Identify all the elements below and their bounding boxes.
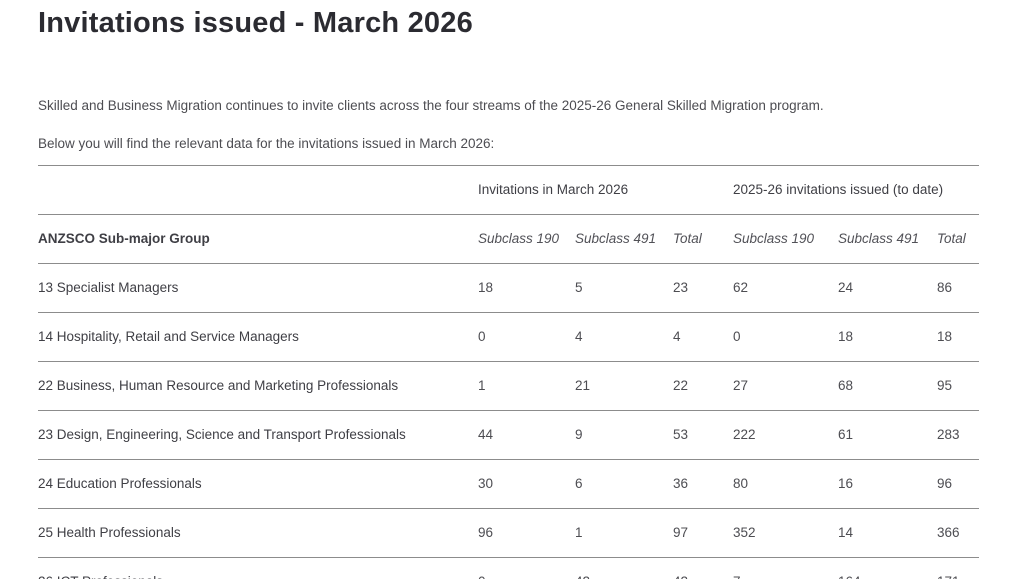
- table-row: 24 Education Professionals 30 6 36 80 16…: [38, 460, 980, 509]
- cell-value: 30: [478, 476, 494, 491]
- cell-value: 80: [733, 476, 749, 491]
- cell-value: 95: [937, 378, 953, 393]
- table-row: 22 Business, Human Resource and Marketin…: [38, 362, 980, 411]
- cell-value: 21: [575, 378, 591, 393]
- cell-value: 16: [838, 476, 854, 491]
- cell-value: 18: [838, 329, 854, 344]
- group-header-march: Invitations in March 2026: [478, 182, 629, 197]
- cell-value: 0: [733, 329, 741, 344]
- cell-value: 61: [838, 427, 854, 442]
- column-header-total-march: Total: [673, 231, 702, 246]
- cell-value: 62: [733, 280, 749, 295]
- cell-value: 5: [575, 280, 583, 295]
- intro-paragraph-2: Below you will find the relevant data fo…: [38, 136, 495, 151]
- column-header-anzsco-group: ANZSCO Sub-major Group: [38, 231, 210, 246]
- cell-value: 6: [575, 476, 583, 491]
- row-label: 13 Specialist Managers: [38, 280, 179, 295]
- cell-value: 96: [478, 525, 494, 540]
- cell-value: 1: [478, 378, 486, 393]
- column-header-subclass-190-to-date: Subclass 190: [733, 231, 815, 246]
- cell-value: 222: [733, 427, 756, 442]
- cell-value: 22: [673, 378, 689, 393]
- column-header-subclass-190-march: Subclass 190: [478, 231, 560, 246]
- table-row: 14 Hospitality, Retail and Service Manag…: [38, 313, 980, 362]
- table-row: 25 Health Professionals 96 1 97 352 14 3…: [38, 509, 980, 558]
- cell-value: 42: [575, 558, 673, 579]
- invitations-table: Invitations in March 2026 2025-26 invita…: [38, 165, 980, 579]
- cell-value: 0: [478, 558, 575, 579]
- cell-value: 42: [673, 558, 733, 579]
- cell-value: 14: [838, 525, 854, 540]
- cell-value: 68: [838, 378, 854, 393]
- cell-value: 352: [733, 525, 756, 540]
- table-column-header-row: ANZSCO Sub-major Group Subclass 190 Subc…: [38, 215, 980, 264]
- row-label: 24 Education Professionals: [38, 476, 202, 491]
- row-label: 25 Health Professionals: [38, 525, 181, 540]
- cell-value: 9: [575, 427, 583, 442]
- cell-value: 4: [575, 329, 583, 344]
- cell-value: 96: [937, 476, 953, 491]
- cell-value: 24: [838, 280, 854, 295]
- group-header-to-date: 2025-26 invitations issued (to date): [733, 182, 944, 197]
- cell-value: 4: [673, 329, 681, 344]
- cell-value: 171: [937, 558, 979, 579]
- cell-value: 53: [673, 427, 689, 442]
- table-row: 23 Design, Engineering, Science and Tran…: [38, 411, 980, 460]
- cell-value: 44: [478, 427, 494, 442]
- row-label: 26 ICT Professionals: [38, 558, 478, 579]
- cell-value: 18: [937, 329, 953, 344]
- column-header-subclass-491-march: Subclass 491: [575, 231, 657, 246]
- row-label: 14 Hospitality, Retail and Service Manag…: [38, 329, 299, 344]
- intro-paragraph-1: Skilled and Business Migration continues…: [38, 98, 824, 113]
- column-header-total-to-date: Total: [937, 231, 966, 246]
- row-label: 22 Business, Human Resource and Marketin…: [38, 378, 399, 393]
- page-title: Invitations issued - March 2026: [38, 7, 473, 39]
- cell-value: 23: [673, 280, 689, 295]
- cell-value: 27: [733, 378, 749, 393]
- cell-value: 7: [733, 558, 838, 579]
- row-label: 23 Design, Engineering, Science and Tran…: [38, 427, 406, 442]
- cell-value: 0: [478, 329, 486, 344]
- table-group-header-row: Invitations in March 2026 2025-26 invita…: [38, 166, 980, 215]
- cell-value: 86: [937, 280, 953, 295]
- cell-value: 97: [673, 525, 689, 540]
- table-row: 26 ICT Professionals 0 42 42 7 164 171: [38, 558, 979, 579]
- cell-value: 366: [937, 525, 960, 540]
- column-header-subclass-491-to-date: Subclass 491: [838, 231, 920, 246]
- cell-value: 283: [937, 427, 960, 442]
- group-header-spacer: [38, 166, 478, 215]
- cell-value: 36: [673, 476, 689, 491]
- cell-value: 164: [838, 558, 937, 579]
- table-row: 13 Specialist Managers 18 5 23 62 24 86: [38, 264, 980, 313]
- cell-value: 1: [575, 525, 583, 540]
- cell-value: 18: [478, 280, 494, 295]
